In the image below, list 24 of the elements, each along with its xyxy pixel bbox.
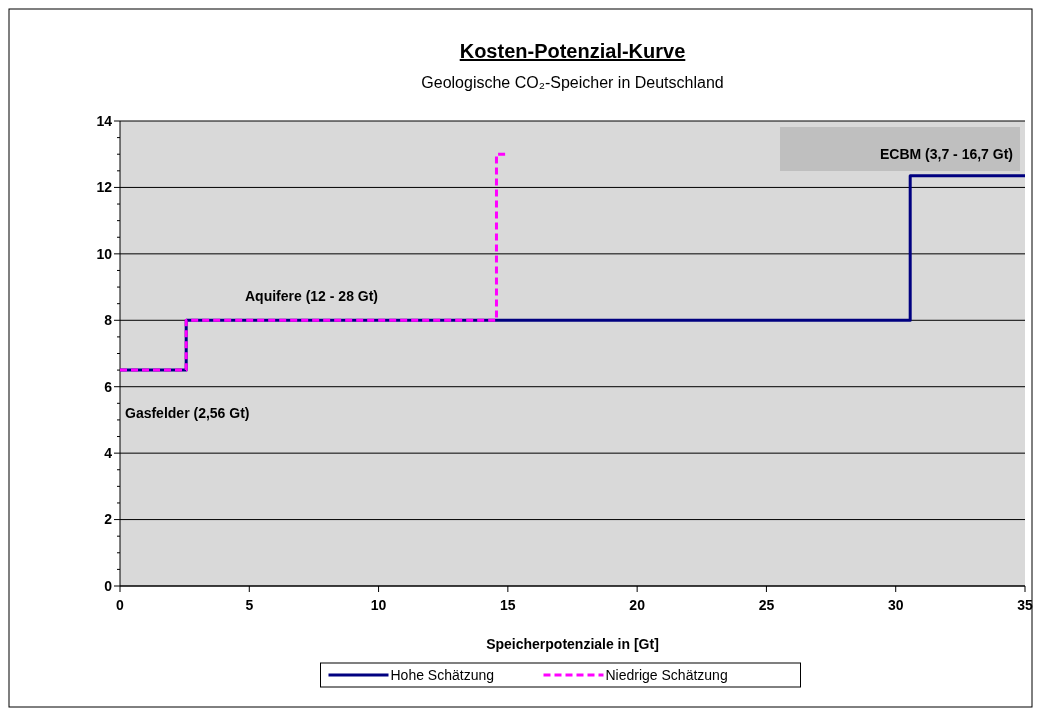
y-tick-label: 8 [104,312,113,329]
annotation: Aquifere (12 - 28 Gt) [245,287,379,304]
y-tick-label: 6 [104,378,113,395]
x-tick-label: 25 [758,597,775,613]
y-tick-label: 2 [104,511,113,528]
x-tick-label: 20 [629,597,646,613]
x-tick-label: 10 [370,597,387,613]
annotation: ECBM (3,7 - 16,7 Gt) [879,145,1013,162]
y-tick-label: 4 [104,445,113,462]
legend-label: Hohe Schätzung [390,666,495,683]
annotation: Gasfelder (2,56 Gt) [125,404,250,421]
x-axis-title: Speicherpotenziale in [Gt] [486,636,659,652]
y-tick-label: 14 [96,112,113,129]
x-tick-label: 15 [500,597,516,613]
x-tick-label: 35 [1017,597,1033,613]
chart-title: Kosten-Potenzial-Kurve [459,40,686,62]
x-tick-label: 0 [116,597,125,613]
y-tick-label: 0 [104,577,113,594]
x-tick-label: 5 [245,597,254,613]
chart-subtitle: Geologische CO₂-Speicher in Deutschland [421,74,724,91]
x-tick-label: 30 [887,597,904,613]
y-tick-label: 12 [96,179,113,196]
legend-label: Niedrige Schätzung [605,666,728,683]
y-tick-label: 10 [96,245,113,262]
